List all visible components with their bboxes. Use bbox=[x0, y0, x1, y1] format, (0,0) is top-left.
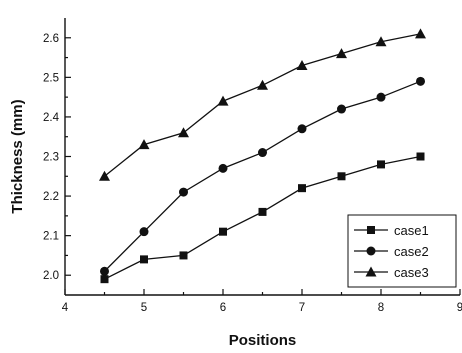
y-tick-label: 2.6 bbox=[43, 33, 59, 45]
legend-marker-square bbox=[367, 226, 375, 234]
x-axis-title: Positions bbox=[229, 332, 297, 349]
y-tick-label: 2.5 bbox=[43, 72, 59, 84]
x-tick-label: 7 bbox=[299, 302, 305, 314]
data-point-case2 bbox=[139, 227, 149, 237]
data-point-case1 bbox=[298, 184, 306, 193]
series-case2 bbox=[100, 76, 425, 276]
data-point-case1 bbox=[416, 152, 425, 161]
data-point-case3 bbox=[138, 139, 150, 150]
legend-item-case1: case1 bbox=[354, 223, 429, 238]
legend-marker-triangle bbox=[365, 266, 377, 277]
data-point-case2 bbox=[100, 266, 109, 276]
x-tick-label: 4 bbox=[62, 302, 69, 314]
data-point-case1 bbox=[140, 255, 148, 264]
data-point-case2 bbox=[297, 124, 307, 134]
data-point-case1 bbox=[100, 275, 109, 284]
y-tick-label: 2.2 bbox=[43, 191, 59, 203]
data-point-case3 bbox=[336, 48, 347, 59]
data-point-case1 bbox=[179, 251, 188, 260]
data-point-case3 bbox=[257, 79, 268, 90]
legend-label: case3 bbox=[394, 265, 429, 280]
ticks: 4 5 6 7 8 9 2.0 2.1 2.2 2.3 2.4 2.5 2.6 bbox=[43, 33, 462, 314]
plot-area bbox=[99, 28, 426, 284]
legend-label: case2 bbox=[394, 244, 429, 259]
y-tick-label: 2.1 bbox=[43, 231, 59, 243]
y-axis-title: Thickness (mm) bbox=[9, 99, 26, 213]
data-point-case3 bbox=[296, 59, 308, 70]
data-point-case2 bbox=[337, 104, 346, 114]
x-tick-label: 8 bbox=[378, 302, 384, 314]
data-point-case3 bbox=[375, 36, 387, 47]
x-tick-label: 6 bbox=[220, 302, 226, 314]
data-point-case2 bbox=[179, 187, 188, 197]
data-point-case2 bbox=[218, 163, 228, 173]
data-point-case2 bbox=[258, 148, 267, 158]
data-point-case1 bbox=[377, 160, 385, 169]
data-point-case1 bbox=[219, 227, 227, 236]
data-point-case1 bbox=[258, 207, 267, 216]
series-case3 bbox=[99, 28, 426, 181]
series-case1 bbox=[100, 152, 425, 284]
legend-item-case2: case2 bbox=[354, 244, 429, 259]
legend-label: case1 bbox=[394, 223, 429, 238]
data-point-case1 bbox=[337, 172, 346, 181]
x-tick-label: 5 bbox=[141, 302, 147, 314]
data-point-case3 bbox=[99, 170, 110, 181]
data-point-case2 bbox=[376, 92, 386, 102]
legend-marker-circle bbox=[366, 246, 376, 256]
y-tick-label: 2.3 bbox=[43, 152, 59, 164]
x-tick-label: 9 bbox=[457, 302, 462, 314]
data-point-case2 bbox=[416, 76, 425, 86]
data-point-case3 bbox=[178, 127, 189, 138]
data-point-case3 bbox=[415, 28, 426, 39]
data-point-case3 bbox=[217, 95, 229, 106]
y-tick-label: 2.4 bbox=[43, 112, 60, 124]
legend-item-case3: case3 bbox=[354, 265, 429, 280]
legend: case1 case2 case3 bbox=[347, 214, 457, 288]
y-tick-label: 2.0 bbox=[43, 270, 59, 282]
